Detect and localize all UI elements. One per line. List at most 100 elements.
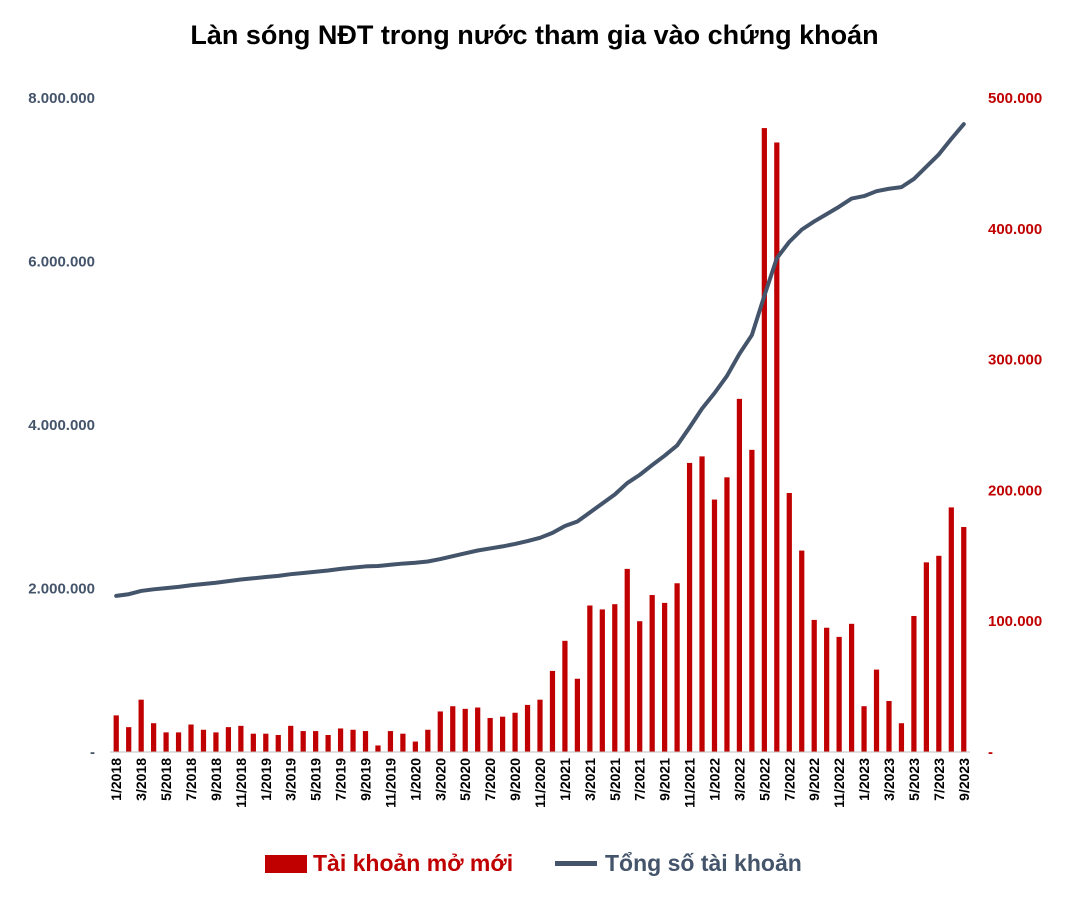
- bar-1/2022: [711, 499, 718, 752]
- bar-7/2021: [637, 621, 643, 752]
- bar-12/2022: [848, 623, 855, 752]
- bar-5/2023: [911, 615, 917, 752]
- bar-10/2018: [225, 727, 232, 752]
- x-tick-label: 9/2022: [806, 758, 822, 801]
- right-tick-label: 500.000: [988, 90, 1042, 107]
- bar-9/2023: [961, 527, 967, 752]
- bar-4/2023: [898, 723, 905, 752]
- bar-8/2023: [948, 507, 954, 752]
- bar-7/2020: [487, 717, 493, 752]
- bar-3/2023: [886, 700, 892, 752]
- bar-10/2019: [375, 745, 381, 752]
- x-tick-label: 5/2022: [756, 758, 772, 801]
- bar-11/2018: [238, 725, 244, 752]
- legend-swatch-bar: [265, 854, 307, 873]
- bar-6/2023: [923, 562, 929, 752]
- bar-3/2020: [437, 711, 443, 752]
- chart-title: Làn sóng NĐT trong nước tham gia vào chứ…: [190, 20, 879, 50]
- x-tick-label: 5/2019: [308, 758, 324, 801]
- right-tick-label: 200.000: [988, 482, 1042, 499]
- bar-1/2021: [562, 640, 568, 752]
- bar-7/2018: [188, 724, 194, 752]
- x-tick-label: 5/2018: [158, 758, 174, 801]
- bar-11/2021: [686, 462, 693, 752]
- bar-11/2022: [836, 636, 842, 752]
- bar-12/2021: [699, 456, 705, 752]
- bar-4/2018: [151, 723, 157, 752]
- bar-8/2018: [200, 729, 207, 752]
- bar-12/2019: [400, 733, 406, 752]
- x-tick-label: 3/2018: [133, 758, 149, 801]
- bar-12/2018: [250, 733, 256, 752]
- x-tick-label: 7/2019: [333, 758, 349, 801]
- bar-1/2020: [412, 741, 418, 752]
- x-tick-label: 1/2020: [407, 758, 423, 801]
- right-axis: - 100.000 200.000 300.000 400.000 500.000: [988, 90, 1042, 761]
- total-accounts-line: [114, 122, 966, 598]
- bar-12/2020: [549, 670, 556, 752]
- x-tick-label: 7/2023: [931, 758, 947, 801]
- bar-10/2020: [524, 704, 531, 752]
- legend-item-bar: Tài khoản mở mới: [265, 850, 513, 877]
- bar-9/2018: [213, 732, 219, 752]
- x-tick-label: 1/2019: [258, 758, 274, 801]
- x-tick-label: 11/2020: [532, 758, 548, 808]
- bar-4/2019: [300, 731, 306, 752]
- x-tick-label: 7/2020: [482, 758, 498, 801]
- bar-1/2023: [861, 706, 867, 752]
- bar-5/2022: [761, 128, 767, 752]
- bar-5/2019: [313, 731, 319, 752]
- x-tick-label: 3/2020: [432, 758, 448, 801]
- line-series: [114, 122, 966, 598]
- bar-6/2018: [175, 732, 182, 752]
- bar-11/2020: [537, 699, 543, 752]
- right-tick-label: -: [988, 744, 993, 761]
- legend-swatch-line: [555, 861, 597, 866]
- x-tick-label: 1/2021: [557, 758, 573, 801]
- bar-8/2019: [350, 729, 356, 752]
- bar-9/2020: [512, 712, 518, 752]
- bar-3/2022: [736, 398, 743, 752]
- left-tick-label: 8.000.000: [28, 90, 95, 107]
- right-tick-label: 400.000: [988, 221, 1042, 238]
- left-tick-label: 4.000.000: [28, 417, 95, 434]
- bar-6/2021: [624, 568, 630, 752]
- left-tick-label: -: [90, 744, 95, 761]
- x-tick-label: 9/2021: [657, 758, 673, 801]
- bar-5/2021: [612, 604, 618, 752]
- right-tick-label: 300.000: [988, 352, 1042, 369]
- bar-2/2023: [873, 669, 880, 752]
- x-tick-label: 7/2018: [183, 758, 199, 801]
- bar-5/2020: [462, 708, 468, 752]
- bar-9/2021: [662, 602, 668, 752]
- bar-6/2020: [475, 707, 481, 752]
- bar-10/2022: [824, 627, 830, 752]
- legend-item-line: Tổng số tài khoản: [555, 850, 802, 877]
- bar-6/2019: [325, 735, 331, 752]
- bar-3/2018: [138, 699, 144, 752]
- bar-4/2022: [749, 449, 755, 752]
- x-tick-label: 9/2020: [507, 758, 523, 801]
- x-tick-label: 3/2023: [881, 758, 897, 801]
- bar-5/2018: [163, 732, 169, 752]
- bar-8/2020: [499, 716, 506, 752]
- bar-1/2018: [113, 715, 119, 752]
- x-tick-label: 11/2019: [382, 758, 398, 808]
- bar-10/2021: [674, 583, 680, 752]
- x-tick-label: 7/2022: [781, 758, 797, 801]
- x-tick-label: 3/2021: [582, 758, 598, 801]
- x-tick-label: 7/2021: [632, 758, 648, 801]
- bar-2/2021: [574, 678, 580, 752]
- bar-8/2022: [799, 550, 805, 752]
- x-tick-label: 3/2019: [283, 758, 299, 801]
- legend-label-line: Tổng số tài khoản: [605, 850, 802, 876]
- x-tick-label: 1/2023: [856, 758, 872, 801]
- bar-1/2019: [263, 733, 269, 752]
- x-tick-label: 11/2018: [233, 758, 249, 808]
- x-tick-label: 11/2022: [831, 758, 847, 808]
- x-tick-label: 1/2018: [108, 758, 124, 801]
- bar-7/2019: [337, 728, 344, 752]
- x-tick-label: 3/2022: [731, 758, 747, 801]
- x-tick-label: 5/2020: [457, 758, 473, 801]
